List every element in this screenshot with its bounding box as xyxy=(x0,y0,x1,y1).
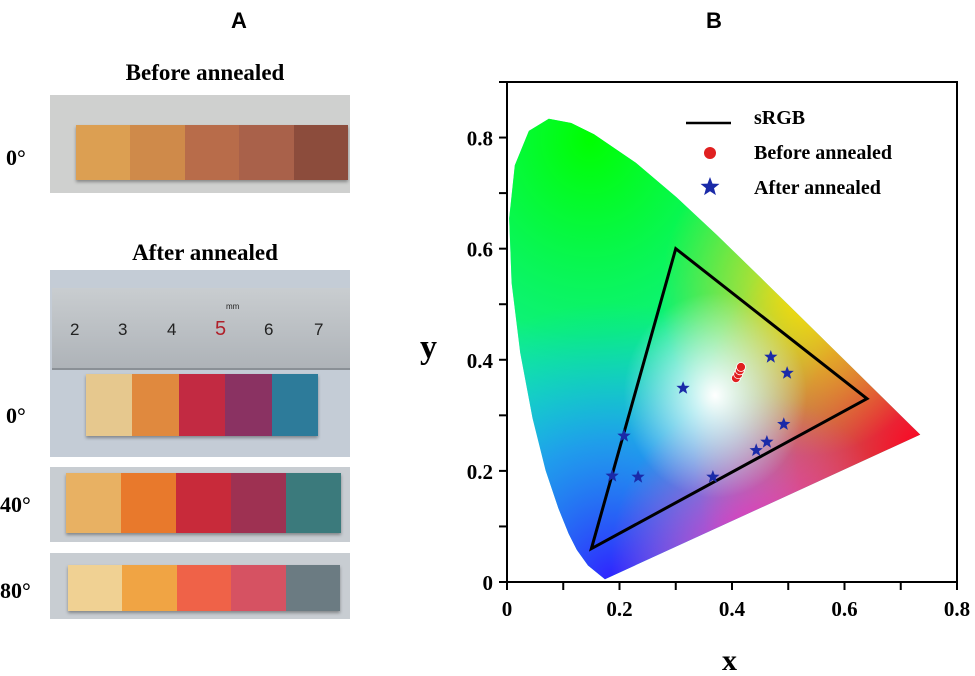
y-tick-label: 0.4 xyxy=(467,349,494,373)
legend-srgb-label: sRGB xyxy=(754,107,805,129)
strip-segment xyxy=(286,473,341,533)
strip-segment xyxy=(132,374,179,436)
y-axis-label: y xyxy=(420,329,437,366)
ruler-number: 3 xyxy=(118,320,128,339)
photo-after-80 xyxy=(50,553,350,619)
color-strip xyxy=(68,565,341,611)
after-annealed-point xyxy=(617,428,631,442)
color-strip xyxy=(66,473,341,533)
x-tick-label: 0 xyxy=(502,597,513,621)
x-tick-label: 0.6 xyxy=(831,597,857,621)
strip-segment xyxy=(176,473,231,533)
y-tick-label: 0 xyxy=(483,571,494,595)
after-annealed-point xyxy=(760,435,774,448)
color-strip xyxy=(76,125,349,180)
after-annealed-point xyxy=(764,350,778,363)
angle-label-before-0: 0° xyxy=(6,145,26,170)
strip-segment xyxy=(86,374,133,436)
ruler-unit: mm xyxy=(226,302,240,311)
legend-after-label: After annealed xyxy=(754,177,881,199)
strip-segment xyxy=(231,565,286,611)
legend: sRGB Before annealed After annealed xyxy=(686,107,892,199)
strip-segment xyxy=(121,473,176,533)
ruler-number: 2 xyxy=(70,320,80,339)
after-annealed-point xyxy=(780,366,794,379)
ruler: 2 3 4 5 mm 6 7 xyxy=(52,288,350,370)
strip-segment xyxy=(285,565,341,611)
x-tick-label: 0.2 xyxy=(606,597,632,621)
after-annealed-point xyxy=(605,468,619,482)
photo-after-0-with-ruler: 2 3 4 5 mm 6 7 xyxy=(50,270,350,457)
before-annealed-title: Before annealed xyxy=(125,60,285,85)
strip-segment xyxy=(122,565,177,611)
x-tick-label: 0.8 xyxy=(944,597,970,621)
strip-segment xyxy=(231,473,286,533)
strip-segment xyxy=(178,374,226,436)
strip-segment xyxy=(225,374,272,436)
panel-b-letter: B xyxy=(706,8,722,33)
strip-segment xyxy=(239,125,294,180)
strip-segment xyxy=(130,125,185,180)
ruler-number: 4 xyxy=(167,320,177,339)
after-annealed-title: After annealed xyxy=(132,240,278,265)
ruler-number: 7 xyxy=(314,320,324,339)
strip-segment xyxy=(293,125,349,180)
angle-label-after-80: 80° xyxy=(0,578,31,603)
angle-label-after-0: 0° xyxy=(6,403,26,428)
ruler-number: 5 xyxy=(215,318,227,340)
srgb-triangle xyxy=(588,246,870,552)
x-axis-label: x xyxy=(722,644,737,676)
strip-segment xyxy=(68,565,123,611)
y-tick-label: 0.6 xyxy=(467,238,493,262)
strip-segment xyxy=(271,374,319,436)
y-tick-label: 0.2 xyxy=(467,460,493,484)
before-annealed-point xyxy=(736,362,746,372)
legend-circle-marker xyxy=(704,147,716,159)
ruler-number: 6 xyxy=(264,320,274,339)
x-tick-label: 0.4 xyxy=(719,597,746,621)
after-annealed-point xyxy=(777,417,791,430)
after-annealed-point xyxy=(706,470,720,483)
y-tick-label: 0.8 xyxy=(467,127,493,151)
strip-segment xyxy=(76,125,131,180)
strip-segment xyxy=(66,473,121,533)
after-annealed-point xyxy=(631,470,645,483)
angle-label-after-40: 40° xyxy=(0,492,31,517)
after-annealed-point xyxy=(749,443,763,456)
after-annealed-point xyxy=(676,381,690,394)
photo-after-40 xyxy=(50,467,350,542)
legend-before-label: Before annealed xyxy=(754,142,892,164)
color-strip xyxy=(86,374,319,436)
photo-before-0 xyxy=(50,95,350,193)
strip-segment xyxy=(176,565,232,611)
legend-star-marker xyxy=(700,177,720,196)
panel-a-letter: A xyxy=(231,8,247,33)
strip-segment xyxy=(184,125,240,180)
